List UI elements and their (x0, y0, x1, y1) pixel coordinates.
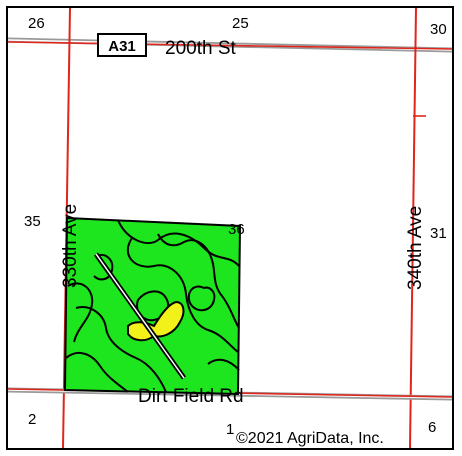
section-31: 31 (430, 225, 447, 242)
diagonal-line-inner (95, 253, 185, 379)
soil-boundaries (65, 219, 240, 393)
section-25: 25 (232, 15, 249, 32)
route-shield: A31 (97, 33, 147, 57)
right-avenue-line (409, 8, 417, 448)
top-street-red (8, 41, 452, 50)
section-2: 2 (28, 411, 36, 428)
section-6: 6 (428, 419, 436, 436)
left-avenue-label: 330th Ave (60, 204, 81, 288)
section-36: 36 (228, 221, 245, 238)
map-frame: A31 200th St 330th Ave 340th Ave Dirt Fi… (6, 6, 454, 450)
section-30: 30 (430, 21, 447, 38)
field[interactable] (63, 216, 242, 396)
section-26: 26 (28, 15, 45, 32)
bottom-road-label: Dirt Field Rd (138, 386, 244, 407)
section-1: 1 (226, 421, 234, 438)
field-boundary (63, 216, 242, 396)
soil-map[interactable]: A31 200th St 330th Ave 340th Ave Dirt Fi… (8, 8, 452, 448)
right-avenue-label: 340th Ave (405, 206, 426, 290)
section-35: 35 (24, 213, 41, 230)
top-street-label: 200th St (165, 38, 236, 59)
route-shield-label: A31 (108, 38, 136, 55)
yellow-soil-area (127, 300, 185, 342)
copyright-text: ©2021 AgriData, Inc. (236, 430, 384, 447)
